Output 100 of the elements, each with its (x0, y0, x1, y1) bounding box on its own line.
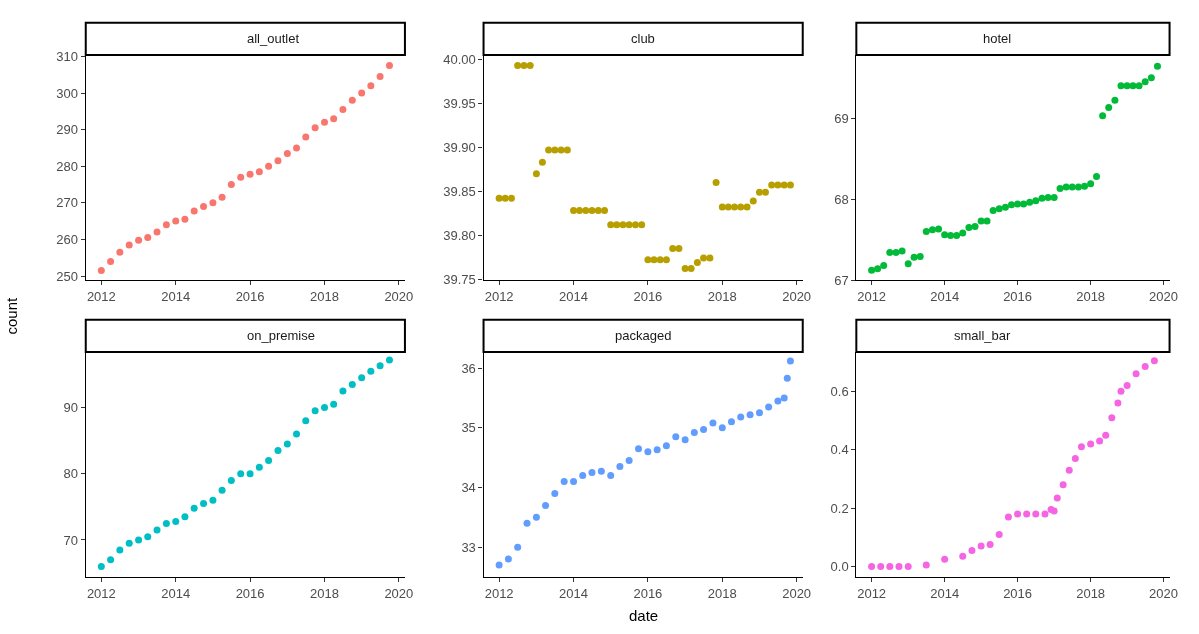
point (358, 374, 366, 382)
y-tick-label: 67 (834, 272, 849, 288)
point (246, 170, 254, 178)
point (321, 118, 328, 126)
point (700, 426, 708, 434)
point (1141, 78, 1149, 86)
point (780, 394, 788, 402)
point (1062, 183, 1070, 191)
x-tick-label: 2020 (1149, 585, 1179, 601)
point (631, 221, 639, 229)
point (274, 447, 282, 455)
chart-title: packaged (615, 328, 672, 343)
point (601, 207, 609, 215)
point (560, 478, 568, 485)
point (507, 194, 515, 202)
point (625, 457, 633, 465)
point (1077, 443, 1085, 451)
x-tick-label: 2016 (235, 585, 265, 601)
y-tick-label: 0.6 (830, 383, 849, 399)
point (597, 467, 605, 475)
point (783, 374, 791, 382)
point (1117, 82, 1125, 90)
point (523, 519, 531, 527)
point (718, 424, 726, 432)
point (495, 561, 503, 569)
chart-title: all_outlet (247, 31, 300, 46)
point (97, 562, 105, 570)
y-tick-label: 34 (461, 480, 476, 496)
point (700, 254, 708, 262)
point (162, 221, 170, 229)
point (255, 463, 263, 471)
point (619, 221, 627, 229)
point (625, 221, 633, 229)
point (947, 232, 955, 240)
x-tick-label: 2012 (484, 288, 514, 304)
point (977, 542, 985, 550)
point (761, 188, 769, 196)
point (616, 463, 624, 471)
point (588, 469, 596, 477)
point (1114, 399, 1122, 407)
point (1108, 414, 1116, 422)
point (607, 472, 615, 480)
point (989, 206, 997, 214)
point (959, 229, 967, 237)
point (302, 417, 310, 425)
x-tick-label: 2018 (1076, 288, 1106, 304)
y-tick-label: 250 (56, 268, 79, 284)
x-tick-label: 2020 (782, 585, 812, 601)
point (385, 62, 393, 70)
point (895, 563, 903, 571)
point (1096, 437, 1104, 445)
point (265, 457, 273, 465)
point (1050, 193, 1058, 201)
point (1032, 197, 1040, 205)
point (886, 563, 894, 571)
point (532, 170, 540, 178)
point (874, 265, 882, 273)
point (545, 146, 553, 154)
y-tick-label: 33 (461, 539, 476, 555)
point (1150, 357, 1158, 365)
point (218, 193, 226, 201)
y-tick-label: 39.90 (443, 139, 476, 155)
point (1135, 82, 1143, 90)
point (265, 162, 273, 170)
point (607, 221, 615, 229)
chart-title: on_premise (247, 328, 315, 343)
point (237, 470, 245, 478)
x-tick-label: 2020 (1149, 288, 1179, 304)
point (526, 62, 534, 70)
point (768, 181, 776, 189)
point (709, 419, 717, 427)
x-tick-label: 2014 (161, 288, 191, 304)
point (330, 115, 338, 123)
point (1132, 370, 1140, 378)
point (693, 258, 701, 266)
point (675, 244, 683, 252)
point (1147, 74, 1155, 82)
point (1068, 183, 1076, 191)
point (965, 223, 973, 231)
point (209, 496, 217, 504)
chart-title: small_bar (954, 328, 1012, 343)
point (672, 433, 680, 441)
point (1074, 183, 1082, 191)
point (311, 407, 319, 415)
point (644, 448, 652, 456)
point (302, 133, 310, 141)
point (116, 546, 124, 554)
point (97, 267, 105, 275)
point (144, 533, 152, 541)
point (786, 181, 794, 189)
point (311, 124, 319, 132)
point (576, 207, 584, 215)
point (959, 552, 967, 560)
point (557, 146, 565, 154)
point (514, 62, 522, 70)
point (495, 194, 503, 202)
point (986, 541, 994, 549)
x-tick-label: 2020 (384, 288, 414, 304)
x-tick-label: 2018 (310, 288, 339, 304)
point (200, 202, 208, 210)
